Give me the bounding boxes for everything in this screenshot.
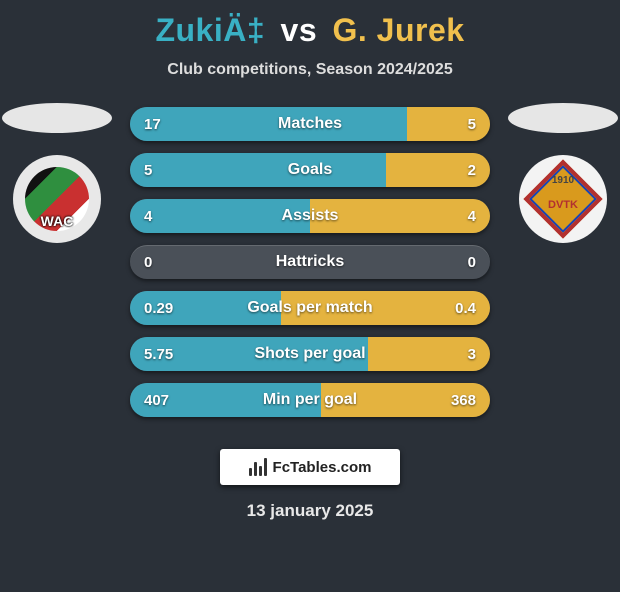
player2-head-placeholder	[508, 103, 618, 133]
footer-date: 13 january 2025	[0, 501, 620, 521]
stat-value-right: 0.4	[441, 291, 490, 325]
comparison-chart: WAC 1910 DVTK 175Matches52Goals44Assists…	[0, 107, 620, 427]
badge-right-year: 1910	[519, 175, 607, 186]
stat-row: 44Assists	[130, 199, 490, 233]
stat-value-left: 0.29	[130, 291, 187, 325]
brand-badge[interactable]: FcTables.com	[220, 449, 400, 485]
badge-right-text: DVTK	[519, 199, 607, 211]
stat-row: 407368Min per goal	[130, 383, 490, 417]
stat-value-left: 17	[130, 107, 175, 141]
player2-name: G. Jurek	[333, 12, 465, 48]
stat-value-left: 4	[130, 199, 166, 233]
badge-left-text: WAC	[13, 213, 101, 229]
stat-value-left: 5.75	[130, 337, 187, 371]
stat-value-left: 5	[130, 153, 166, 187]
stat-value-right: 0	[454, 245, 490, 279]
stat-value-right: 5	[454, 107, 490, 141]
player2-silhouette: 1910 DVTK	[498, 103, 620, 243]
comparison-title: ZukiÄ‡ vs G. Jurek	[0, 12, 620, 49]
club-badge-right: 1910 DVTK	[519, 155, 607, 243]
stat-row: 175Matches	[130, 107, 490, 141]
stat-label: Hattricks	[130, 245, 490, 279]
stat-value-right: 3	[454, 337, 490, 371]
stat-row: 5.753Shots per goal	[130, 337, 490, 371]
stat-value-right: 368	[437, 383, 490, 417]
player1-name: ZukiÄ‡	[155, 12, 265, 48]
brand-text: FcTables.com	[273, 459, 372, 476]
stat-row: 0 0Hattricks	[130, 245, 490, 279]
club-badge-left: WAC	[13, 155, 101, 243]
stat-bar-left	[130, 153, 386, 187]
stat-value-left: 407	[130, 383, 183, 417]
player1-silhouette: WAC	[0, 103, 122, 243]
stat-value-left: 0	[130, 245, 166, 279]
stat-row: 52Goals	[130, 153, 490, 187]
bar-chart-icon	[249, 458, 267, 476]
stat-bars-container: 175Matches52Goals44Assists00Hattricks0.2…	[130, 107, 490, 429]
subtitle: Club competitions, Season 2024/2025	[0, 61, 620, 79]
vs-label: vs	[281, 12, 318, 48]
stat-value-right: 4	[454, 199, 490, 233]
player1-head-placeholder	[2, 103, 112, 133]
stat-row: 0.290.4Goals per match	[130, 291, 490, 325]
stat-value-right: 2	[454, 153, 490, 187]
